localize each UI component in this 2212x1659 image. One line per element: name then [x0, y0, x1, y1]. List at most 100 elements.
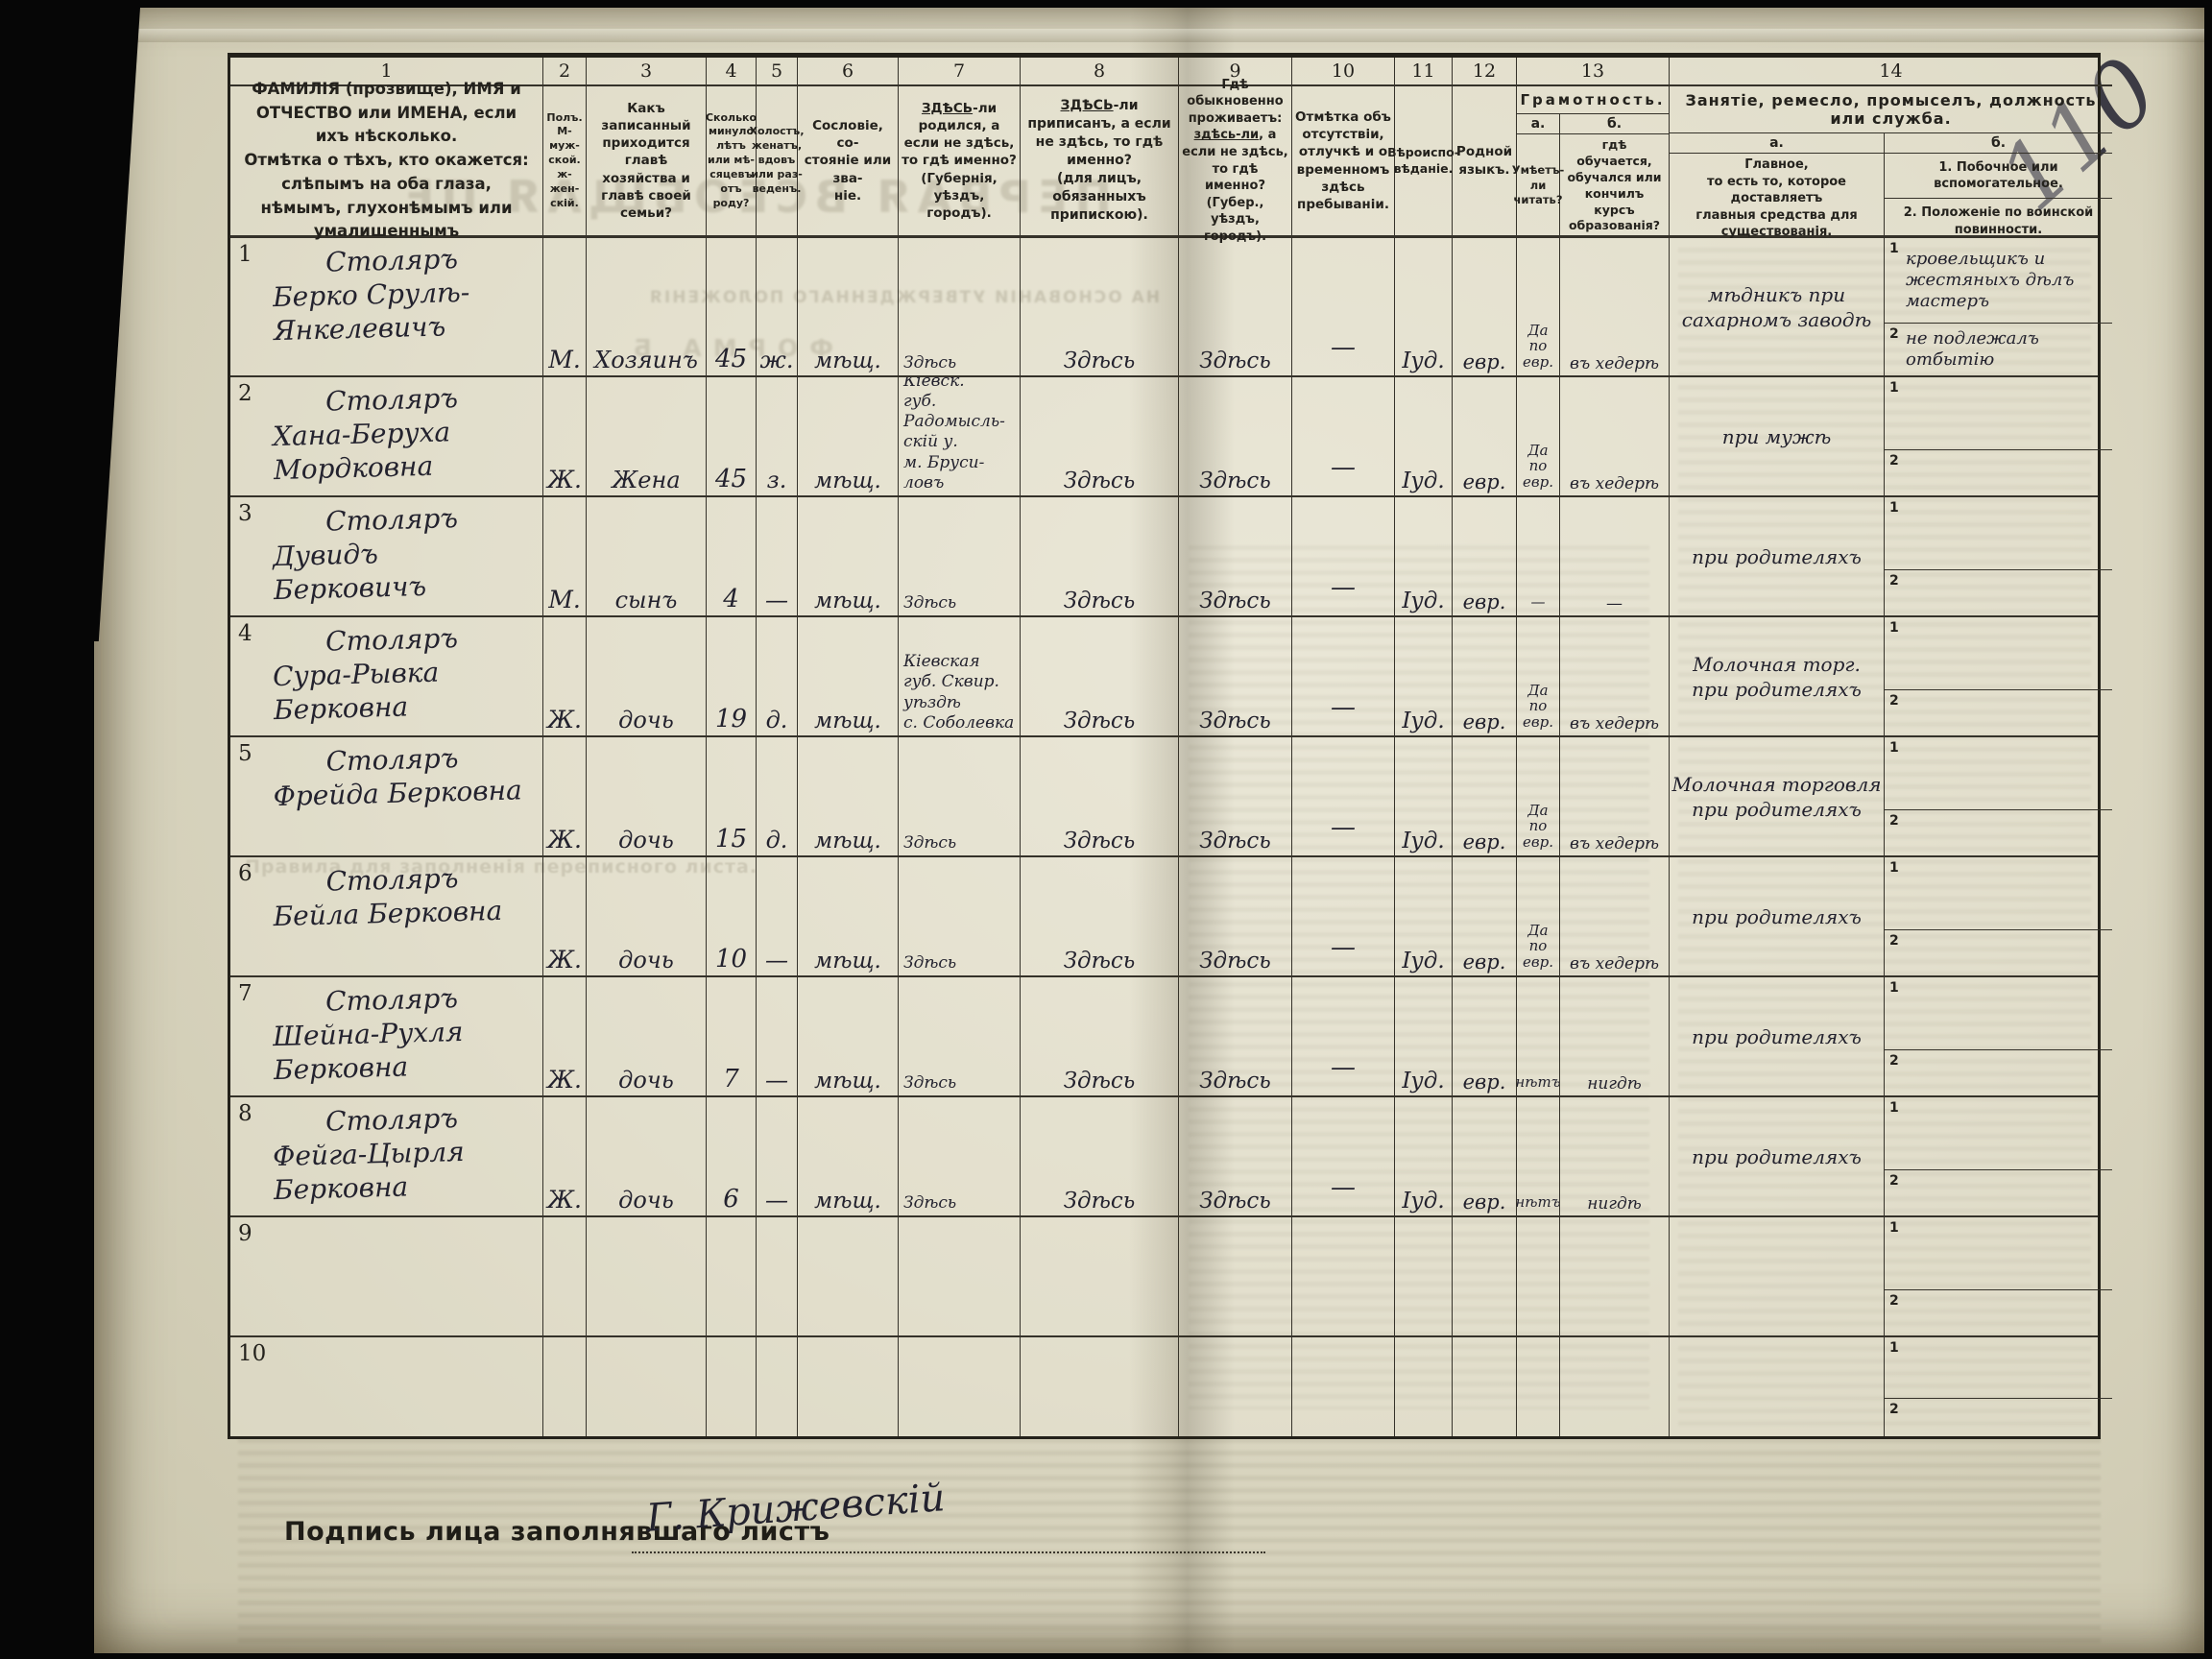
row-number: 8 — [238, 1101, 252, 1126]
sub-number-1: 1 — [1889, 740, 1899, 756]
sub-number-2: 2 — [1889, 1401, 1899, 1417]
literacy-cell: Да по евр. — [1517, 617, 1560, 735]
name-entry: Столяръ Шейна-Рухля Берковна — [272, 982, 464, 1087]
header-side-occupation: 1. Побочное или вспомогательное. — [1885, 154, 2112, 200]
name-cell: 9 — [230, 1217, 543, 1335]
religion-cell — [1395, 1217, 1453, 1335]
estate-cell: мѣщ. — [798, 1097, 899, 1215]
main-occupation-cell — [1670, 1337, 1885, 1436]
absence-cell — [1292, 1337, 1395, 1436]
table-row: 2 Столяръ Хана-Беруха Мордковна Ж. Жена … — [230, 377, 2112, 497]
row-number: 3 — [238, 501, 252, 526]
registration-cell: Здѣсь — [1021, 377, 1179, 495]
military-status-entry — [1885, 1071, 2112, 1075]
religion-cell: Іуд. — [1395, 497, 1453, 615]
relation-cell: дочь — [587, 617, 707, 735]
side-occupation-entry — [1885, 1365, 2112, 1369]
row-number: 9 — [238, 1221, 252, 1246]
sub-number-2: 2 — [1889, 933, 1899, 950]
side-occupation-cell: 1 2 — [1885, 977, 2112, 1095]
language-cell: евр. — [1453, 977, 1517, 1095]
side-occupation-section: 1 — [1885, 977, 2112, 1051]
table-row: 3 Столяръ Дувидъ Берковичъ М. сынъ 4 — м… — [230, 497, 2112, 617]
side-occupation-section: 1 кровельщикъ и жестяныхъ дѣлъ мастеръ — [1885, 238, 2112, 324]
registration-cell: Здѣсь — [1021, 737, 1179, 855]
main-occupation-cell: при родителяхъ — [1670, 1097, 1885, 1215]
residence-cell: Здѣсь — [1179, 977, 1292, 1095]
name-cell: 1 Столяръ Берко Срулѣ- Янкелевичъ — [230, 238, 543, 375]
absence-cell: — — [1292, 377, 1395, 495]
language-cell: евр. — [1453, 497, 1517, 615]
religion-cell: Іуд. — [1395, 617, 1453, 735]
table-row: 5 Столяръ Фрейда Берковна Ж. дочь 15 д. … — [230, 737, 2112, 857]
name-entry: Столяръ Сура-Рывка Берковна — [272, 622, 459, 727]
side-occupation-entry — [1885, 1012, 2112, 1016]
literacy-cell: Да по евр. — [1517, 857, 1560, 975]
absence-cell: — — [1292, 737, 1395, 855]
header-military-status: 2. Положеніе по воинской повинности. — [1903, 205, 2094, 237]
marital-cell: — — [757, 977, 798, 1095]
header-name: ФАМИЛІЯ (прозвище), ИМЯ и ОТЧЕСТВО или И… — [230, 80, 543, 240]
language-cell: евр. — [1453, 857, 1517, 975]
name-entry: Столяръ Хана-Беруха Мордковна — [272, 382, 459, 487]
side-occupation-entry — [1885, 1132, 2112, 1136]
education-cell: въ хедерѣ — [1560, 238, 1670, 375]
main-occupation-cell: мѣдникъ при сахарномъ заводѣ — [1670, 238, 1885, 375]
estate-cell: мѣщ. — [798, 377, 899, 495]
name-entry: Столяръ Дувидъ Берковичъ — [272, 502, 459, 607]
side-occupation-section: 1 — [1885, 857, 2112, 931]
birthplace-cell — [899, 1337, 1021, 1436]
language-cell — [1453, 1337, 1517, 1436]
header-absence: Отмѣтка объ отсутствіи, отлучкѣ и о врем… — [1292, 86, 1395, 235]
table-row: 7 Столяръ Шейна-Рухля Берковна Ж. дочь 7… — [230, 977, 2112, 1097]
column-number-5: 5 — [757, 58, 798, 86]
marital-cell: — — [757, 857, 798, 975]
marital-cell: ж. — [757, 238, 798, 375]
name-entry: Столяръ Бейла Берковна — [273, 862, 503, 933]
column-number-10: 10 — [1292, 58, 1395, 86]
name-cell: 5 Столяръ Фрейда Берковна — [230, 737, 543, 855]
header-occupation-b: б. 1. Побочное или вспомогательное. 2. П… — [1885, 133, 2112, 244]
military-status-section: 2 — [1885, 570, 2112, 615]
sub-number-1: 1 — [1889, 980, 1899, 996]
header-occupation-a: а. Главное, то есть то, которое доставля… — [1670, 133, 1885, 244]
side-occupation-cell: 1 2 — [1885, 1217, 2112, 1335]
side-occupation-section: 1 — [1885, 497, 2112, 571]
estate-cell: мѣщ. — [798, 238, 899, 375]
column-number-11: 11 — [1395, 58, 1453, 86]
age-cell: 10 — [707, 857, 757, 975]
residence-cell: Здѣсь — [1179, 737, 1292, 855]
religion-cell: Іуд. — [1395, 377, 1453, 495]
side-occupation-section: 1 — [1885, 1217, 2112, 1291]
military-status-section: 2 — [1885, 690, 2112, 735]
estate-cell: мѣщ. — [798, 617, 899, 735]
relation-cell: Хозяинъ — [587, 238, 707, 375]
military-status-section: 2 — [1885, 450, 2112, 495]
sex-cell — [543, 1337, 587, 1436]
residence-cell: Здѣсь — [1179, 238, 1292, 375]
header-birthplace: ЗДѢСЬ-ли родился, а если не здѣсь, то гд… — [899, 86, 1021, 235]
birthplace-cell: Здѣсь — [899, 1097, 1021, 1215]
military-status-entry: не подлежалъ отбытію — [1906, 328, 2039, 370]
marital-cell: — — [757, 497, 798, 615]
military-status-entry — [1885, 1415, 2112, 1419]
literacy-cell: нѣтъ — [1517, 1097, 1560, 1215]
header-occupation-group: Занятіе, ремесло, промыселъ, должность и… — [1670, 86, 2112, 244]
military-status-entry — [1885, 471, 2112, 475]
column-number-4: 4 — [707, 58, 757, 86]
column-number-6: 6 — [798, 58, 899, 86]
military-status-section: 2 — [1885, 1170, 2112, 1215]
header-estate: Сословіе, со- стояніе или зва- ніе. — [798, 86, 899, 235]
census-table: 1 2 3 4 5 6 7 8 9 10 11 12 13 14 ФАМИЛІЯ… — [228, 53, 2112, 1439]
main-occupation-cell: при родителяхъ — [1670, 857, 1885, 975]
side-occupation-section: 1 — [1885, 1097, 2112, 1171]
military-status-entry — [1885, 591, 2112, 595]
side-occupation-cell: 1 2 — [1885, 377, 2112, 495]
side-occupation-cell: 1 кровельщикъ и жестяныхъ дѣлъ мастеръ 2… — [1885, 238, 2112, 375]
side-occupation-section: 1 — [1885, 377, 2112, 451]
sub-number-2: 2 — [1889, 1173, 1899, 1190]
absence-cell: — — [1292, 497, 1395, 615]
sub-number-1: 1 — [1889, 1340, 1899, 1356]
registration-cell: Здѣсь — [1021, 238, 1179, 375]
birthplace-cell — [899, 1217, 1021, 1335]
